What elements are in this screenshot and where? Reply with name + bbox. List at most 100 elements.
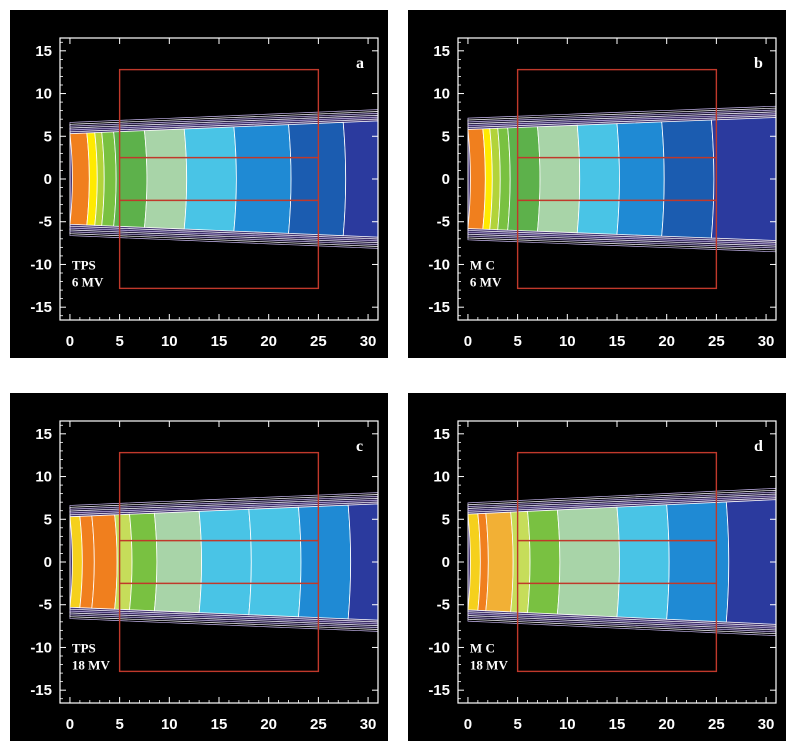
y-tick-label: -5 xyxy=(39,597,52,614)
x-tick-label: 0 xyxy=(66,716,74,733)
isodose-band xyxy=(101,131,117,227)
isodose-halo xyxy=(69,492,378,632)
y-tick-label: 5 xyxy=(442,128,450,145)
isodose-band xyxy=(725,499,776,625)
isodose-band xyxy=(556,506,620,618)
contour-panel-a: 0 5 10 15 20 25 30 15 10 5 0 -5 -10 -15 a TPS 6 MV xyxy=(10,10,388,358)
isodose-band xyxy=(79,515,95,609)
isodose-halo xyxy=(467,487,776,637)
isodose-band xyxy=(537,124,581,234)
y-tick-label: 0 xyxy=(44,171,52,188)
contour-chart-c: 0 5 10 15 20 25 30 15 10 5 0 -5 -10 -15 c TPS 18 MV xyxy=(30,420,379,733)
y-tick-label: 15 xyxy=(433,426,450,443)
contour-panel-b: 0 5 10 15 20 25 30 15 10 5 0 -5 -10 -15 b M C 6 MV xyxy=(408,10,786,358)
y-tick-label: -15 xyxy=(428,299,450,316)
y-tick-label: 10 xyxy=(35,86,52,103)
x-tick-label: 20 xyxy=(658,716,675,733)
dose-map xyxy=(69,492,378,632)
dose-map xyxy=(467,105,776,253)
contour-chart-b: 0 5 10 15 20 25 30 15 10 5 0 -5 -10 -15 b M C 6 MV xyxy=(428,37,777,350)
isodose-band xyxy=(129,512,158,612)
isodose-band xyxy=(183,126,237,232)
y-tick-label: 10 xyxy=(433,86,450,103)
isodose-band xyxy=(144,128,188,230)
panel-annotation: 6 MV xyxy=(470,275,502,290)
isodose-band xyxy=(198,508,252,616)
y-tick-label: 10 xyxy=(35,469,52,486)
x-tick-label: 15 xyxy=(609,716,626,733)
x-tick-label: 5 xyxy=(513,333,521,350)
x-tick-label: 30 xyxy=(758,716,775,733)
y-tick-label: 10 xyxy=(433,469,450,486)
x-tick-label: 0 xyxy=(464,333,472,350)
isodose-band xyxy=(233,124,292,234)
x-tick-label: 25 xyxy=(310,333,327,350)
y-tick-label: -5 xyxy=(39,214,52,231)
panel-annotation: TPS xyxy=(72,641,96,656)
x-tick-label: 5 xyxy=(115,333,123,350)
x-tick-label: 30 xyxy=(360,716,377,733)
isodose-halo xyxy=(69,109,378,249)
panel-letter: a xyxy=(356,55,364,72)
isodose-band xyxy=(616,504,670,620)
panel-annotation: 18 MV xyxy=(72,658,111,673)
field-outline-box xyxy=(118,451,320,673)
x-tick-label: 10 xyxy=(161,333,178,350)
y-tick-label: -15 xyxy=(428,682,450,699)
y-tick-label: -10 xyxy=(30,639,52,656)
panel-annotation: TPS xyxy=(72,258,96,273)
isodose-band xyxy=(342,120,378,238)
y-tick-label: -15 xyxy=(30,299,52,316)
isodose-band xyxy=(69,132,90,226)
x-tick-label: 15 xyxy=(609,333,626,350)
panel-letter: c xyxy=(356,438,363,455)
panel-letter: d xyxy=(754,438,763,455)
isodose-band xyxy=(510,510,531,614)
y-tick-label: 5 xyxy=(44,128,52,145)
isodose-band xyxy=(576,123,620,235)
x-tick-label: 20 xyxy=(658,333,675,350)
x-tick-label: 0 xyxy=(464,716,472,733)
x-tick-label: 10 xyxy=(559,333,576,350)
panel-letter: b xyxy=(754,55,763,72)
isodose-band xyxy=(248,506,302,618)
y-tick-label: 0 xyxy=(442,171,450,188)
x-tick-label: 5 xyxy=(513,716,521,733)
x-tick-label: 30 xyxy=(758,333,775,350)
contour-chart-a: 0 5 10 15 20 25 30 15 10 5 0 -5 -10 -15 a TPS 6 MV xyxy=(30,37,379,350)
isodose-band xyxy=(298,504,352,620)
x-tick-label: 25 xyxy=(708,716,725,733)
x-tick-label: 15 xyxy=(211,716,228,733)
panel-annotation: 6 MV xyxy=(72,275,104,290)
x-tick-label: 25 xyxy=(708,333,725,350)
y-tick-label: -5 xyxy=(437,214,450,231)
x-tick-label: 15 xyxy=(211,333,228,350)
y-tick-label: -10 xyxy=(428,256,450,273)
y-tick-label: 5 xyxy=(442,511,450,528)
y-tick-label: 15 xyxy=(433,43,450,60)
panel-annotation: 18 MV xyxy=(470,658,509,673)
isodose-band xyxy=(153,510,202,614)
contour-panel-c: 0 5 10 15 20 25 30 15 10 5 0 -5 -10 -15 c TPS 18 MV xyxy=(10,393,388,741)
dose-map xyxy=(467,487,776,637)
isodose-band xyxy=(616,121,665,237)
y-tick-label: 5 xyxy=(44,511,52,528)
x-tick-label: 10 xyxy=(161,716,178,733)
isodose-band xyxy=(114,513,133,611)
isodose-band xyxy=(710,117,776,241)
x-tick-label: 30 xyxy=(360,333,377,350)
contour-panel-d: 0 5 10 15 20 25 30 15 10 5 0 -5 -10 -15 d M C 18 MV xyxy=(408,393,786,741)
x-tick-label: 0 xyxy=(66,333,74,350)
x-tick-label: 10 xyxy=(559,716,576,733)
isodose-band xyxy=(113,130,148,228)
isodose-band xyxy=(467,128,486,230)
isodose-band xyxy=(507,126,541,232)
isodose-band xyxy=(661,119,715,239)
isodose-band xyxy=(666,501,730,623)
y-tick-label: -10 xyxy=(428,639,450,656)
x-tick-label: 25 xyxy=(310,716,327,733)
contour-chart-d: 0 5 10 15 20 25 30 15 10 5 0 -5 -10 -15 d M C 18 MV xyxy=(428,420,777,733)
x-tick-label: 20 xyxy=(260,716,277,733)
isodose-halo xyxy=(467,105,776,253)
y-tick-label: -5 xyxy=(437,597,450,614)
